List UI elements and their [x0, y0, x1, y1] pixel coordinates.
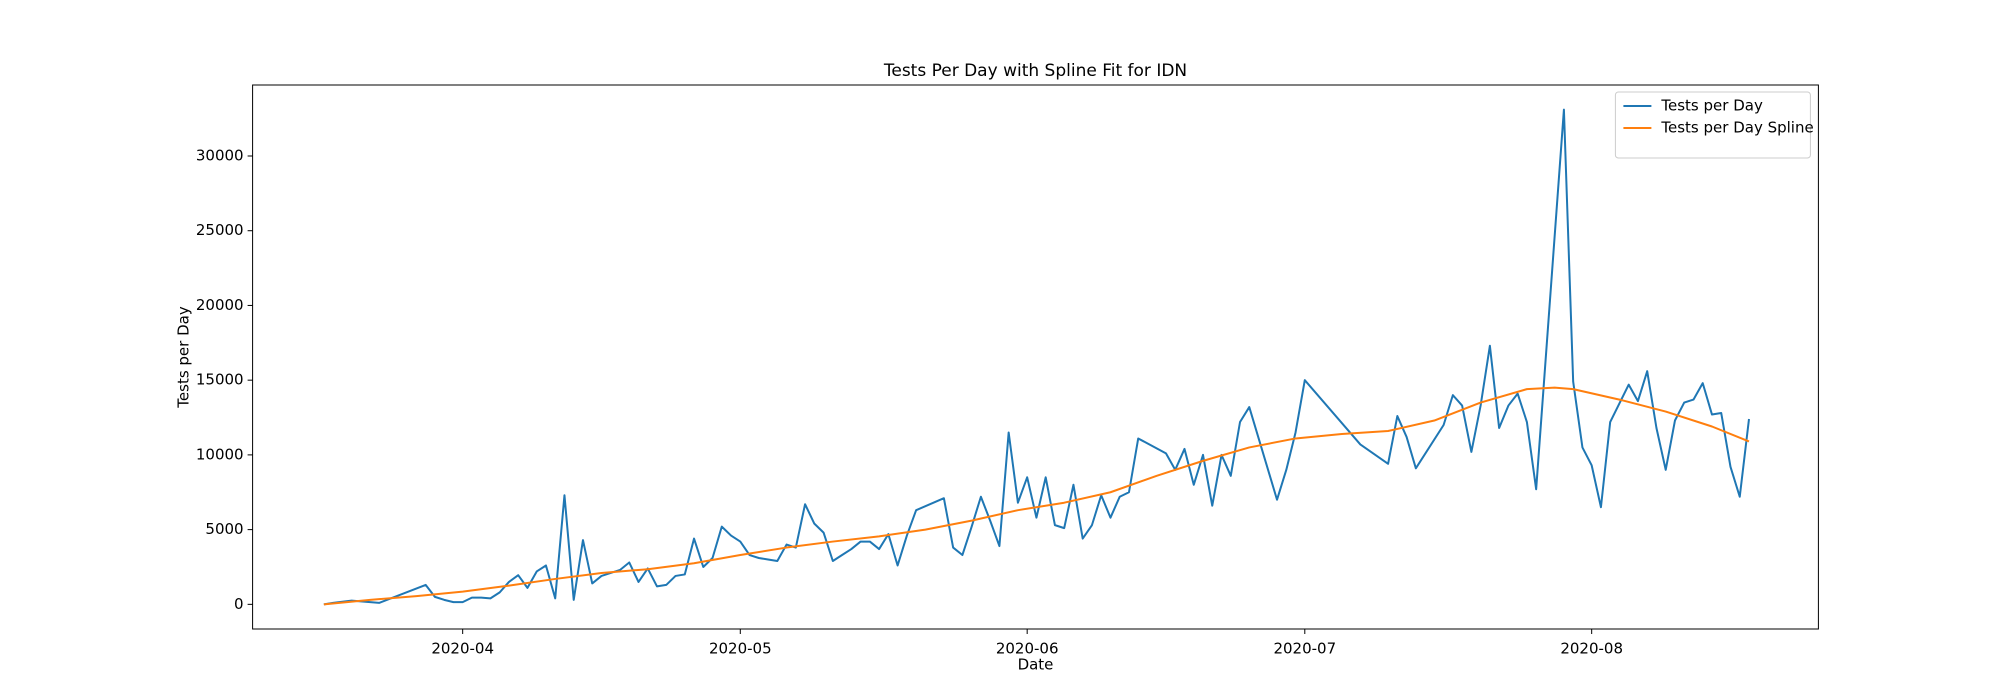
y-tick-label: 20000: [196, 296, 244, 314]
y-tick-label: 10000: [196, 445, 244, 463]
x-tick-label: 2020-08: [1560, 640, 1623, 658]
x-tick-label: 2020-05: [709, 640, 772, 658]
y-tick-label: 15000: [196, 371, 244, 389]
y-tick-label: 25000: [196, 221, 244, 239]
x-tick-label: 2020-04: [431, 640, 494, 658]
series-line: [323, 386, 1750, 606]
y-tick-label: 5000: [205, 520, 243, 538]
x-tick-label: 2020-06: [996, 640, 1059, 658]
series-line: [323, 108, 1750, 606]
chart-title: Tests Per Day with Spline Fit for IDN: [883, 61, 1187, 81]
legend-label: Tests per Day Spline: [1660, 119, 1813, 137]
y-axis-label: Tests per Day: [175, 306, 193, 409]
y-tick-label: 0: [234, 595, 244, 613]
x-tick-label: 2020-07: [1273, 640, 1336, 658]
x-axis-label: Date: [1018, 656, 1054, 674]
plot-frame: [252, 84, 1819, 630]
legend-box: [1614, 91, 1811, 159]
legend-label: Tests per Day: [1660, 97, 1763, 115]
y-tick-label: 30000: [196, 146, 244, 164]
